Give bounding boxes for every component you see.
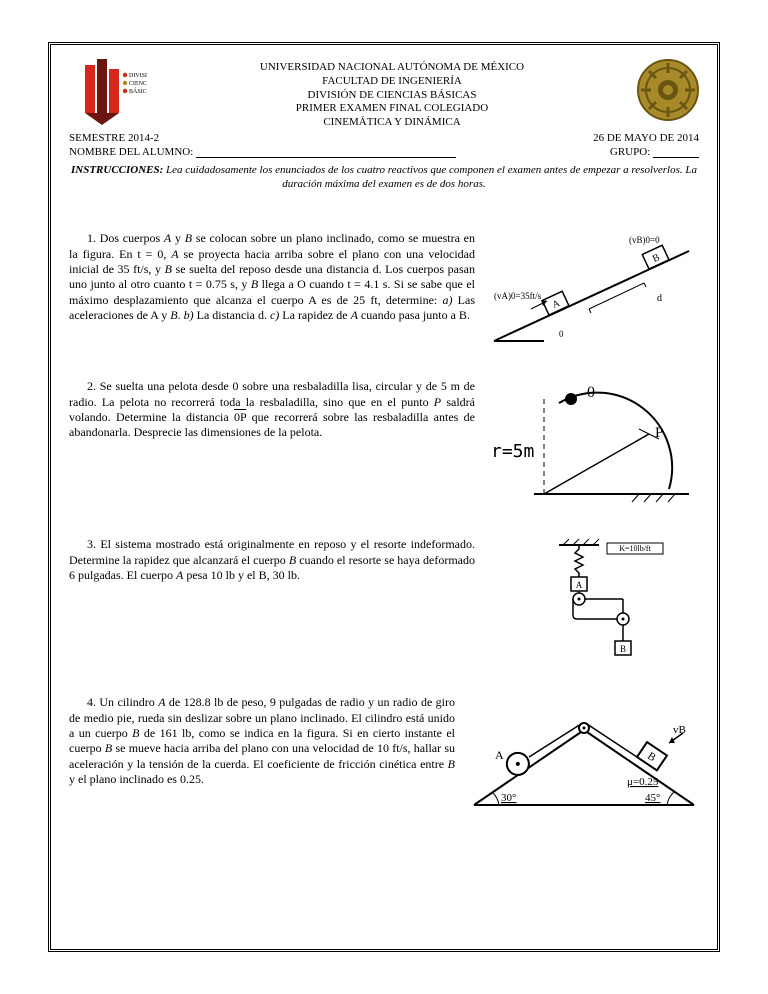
problem-2-text: 2. Se suelta una pelota desde 0 sobre un…: [69, 379, 475, 509]
svg-text:vB: vB: [673, 724, 686, 736]
problem-1-text: 1. Dos cuerpos A y B se colocan sobre un…: [69, 231, 475, 351]
svg-text:μ=0.25: μ=0.25: [627, 776, 659, 788]
svg-text:B: B: [620, 644, 626, 654]
header-titles: UNIVERSIDAD NACIONAL AUTÓNOMA DE MÉXICO …: [155, 59, 629, 130]
name-label: NOMBRE DEL ALUMNO:: [69, 146, 193, 158]
group-underline: [653, 157, 699, 158]
logo-right: [637, 59, 699, 121]
student-name-field: NOMBRE DEL ALUMNO:: [69, 146, 456, 158]
instructions: INSTRUCCIONES: Lea cuidadosamente los en…: [69, 164, 699, 192]
svg-text:d: d: [657, 293, 662, 304]
logo-left: DIVISIÓN CIENCIAS BÁSICAS: [69, 59, 147, 127]
svg-text:30°: 30°: [501, 792, 516, 804]
figure-4: A B: [469, 695, 699, 825]
group-field: GRUPO:: [610, 146, 699, 158]
figure-1: A B 0 (vA)0=35ft/s (vB)0=0: [489, 231, 699, 351]
double-incline-diagram-icon: A B: [469, 695, 699, 825]
spring-pulley-diagram-icon: A B K=10lb/ft: [489, 537, 699, 667]
problem-2: 2. Se suelta una pelota desde 0 sobre un…: [69, 379, 699, 509]
header-line-4: PRIMER EXAMEN FINAL COLEGIADO: [155, 102, 629, 116]
svg-text:A: A: [495, 748, 504, 762]
header-line-5: CINEMÁTICA Y DINÁMICA: [155, 116, 629, 130]
incline-diagram-icon: A B 0 (vA)0=35ft/s (vB)0=0: [489, 231, 699, 351]
page: DIVISIÓN CIENCIAS BÁSICAS UNIVERSIDAD NA…: [0, 0, 768, 994]
exam-date: 26 DE MAYO DE 2014: [593, 132, 699, 144]
meta-row-1: SEMESTRE 2014-2 26 DE MAYO DE 2014: [69, 132, 699, 144]
problem-1: 1. Dos cuerpos A y B se colocan sobre un…: [69, 231, 699, 351]
name-underline: [196, 157, 456, 158]
svg-text:r=5m: r=5m: [491, 441, 534, 462]
slide-diagram-icon: 0 P r=5m: [489, 379, 699, 509]
svg-text:K=10lb/ft: K=10lb/ft: [619, 544, 651, 553]
problem-4-text: 4. Un cilindro A de 128.8 lb de peso, 9 …: [69, 695, 455, 825]
header-line-1: UNIVERSIDAD NACIONAL AUTÓNOMA DE MÉXICO: [155, 61, 629, 75]
svg-text:0: 0: [587, 384, 595, 401]
problem-3-text: 3. El sistema mostrado está originalment…: [69, 537, 475, 667]
group-label: GRUPO:: [610, 146, 650, 158]
instructions-label: INSTRUCCIONES:: [71, 164, 163, 176]
svg-text:0: 0: [559, 329, 564, 339]
header-line-3: DIVISIÓN DE CIENCIAS BÁSICAS: [155, 89, 629, 103]
svg-text:(vB)0=0: (vB)0=0: [629, 235, 660, 245]
svg-text:(vA)0=35ft/s: (vA)0=35ft/s: [494, 291, 542, 301]
page-frame: DIVISIÓN CIENCIAS BÁSICAS UNIVERSIDAD NA…: [48, 42, 720, 952]
emblem-icon: [637, 59, 699, 121]
svg-text:A: A: [576, 580, 583, 590]
problem-4: 4. Un cilindro A de 128.8 lb de peso, 9 …: [69, 695, 699, 825]
svg-text:DIVISIÓN: DIVISIÓN: [129, 71, 147, 79]
problems: 1. Dos cuerpos A y B se colocan sobre un…: [69, 231, 699, 825]
problem-3: 3. El sistema mostrado está originalment…: [69, 537, 699, 667]
figure-2: 0 P r=5m: [489, 379, 699, 509]
semester-label: SEMESTRE 2014-2: [69, 132, 159, 144]
svg-text:CIENCIAS: CIENCIAS: [129, 81, 147, 87]
meta-row-2: NOMBRE DEL ALUMNO: GRUPO:: [69, 146, 699, 158]
header-line-2: FACULTAD DE INGENIERÍA: [155, 75, 629, 89]
svg-text:45°: 45°: [645, 792, 660, 804]
header: DIVISIÓN CIENCIAS BÁSICAS UNIVERSIDAD NA…: [69, 59, 699, 130]
svg-text:BÁSICAS: BÁSICAS: [129, 87, 147, 95]
figure-3: A B K=10lb/ft: [489, 537, 699, 667]
instructions-body: Lea cuidadosamente los enunciados de los…: [163, 164, 697, 190]
division-logo-icon: DIVISIÓN CIENCIAS BÁSICAS: [69, 59, 147, 127]
